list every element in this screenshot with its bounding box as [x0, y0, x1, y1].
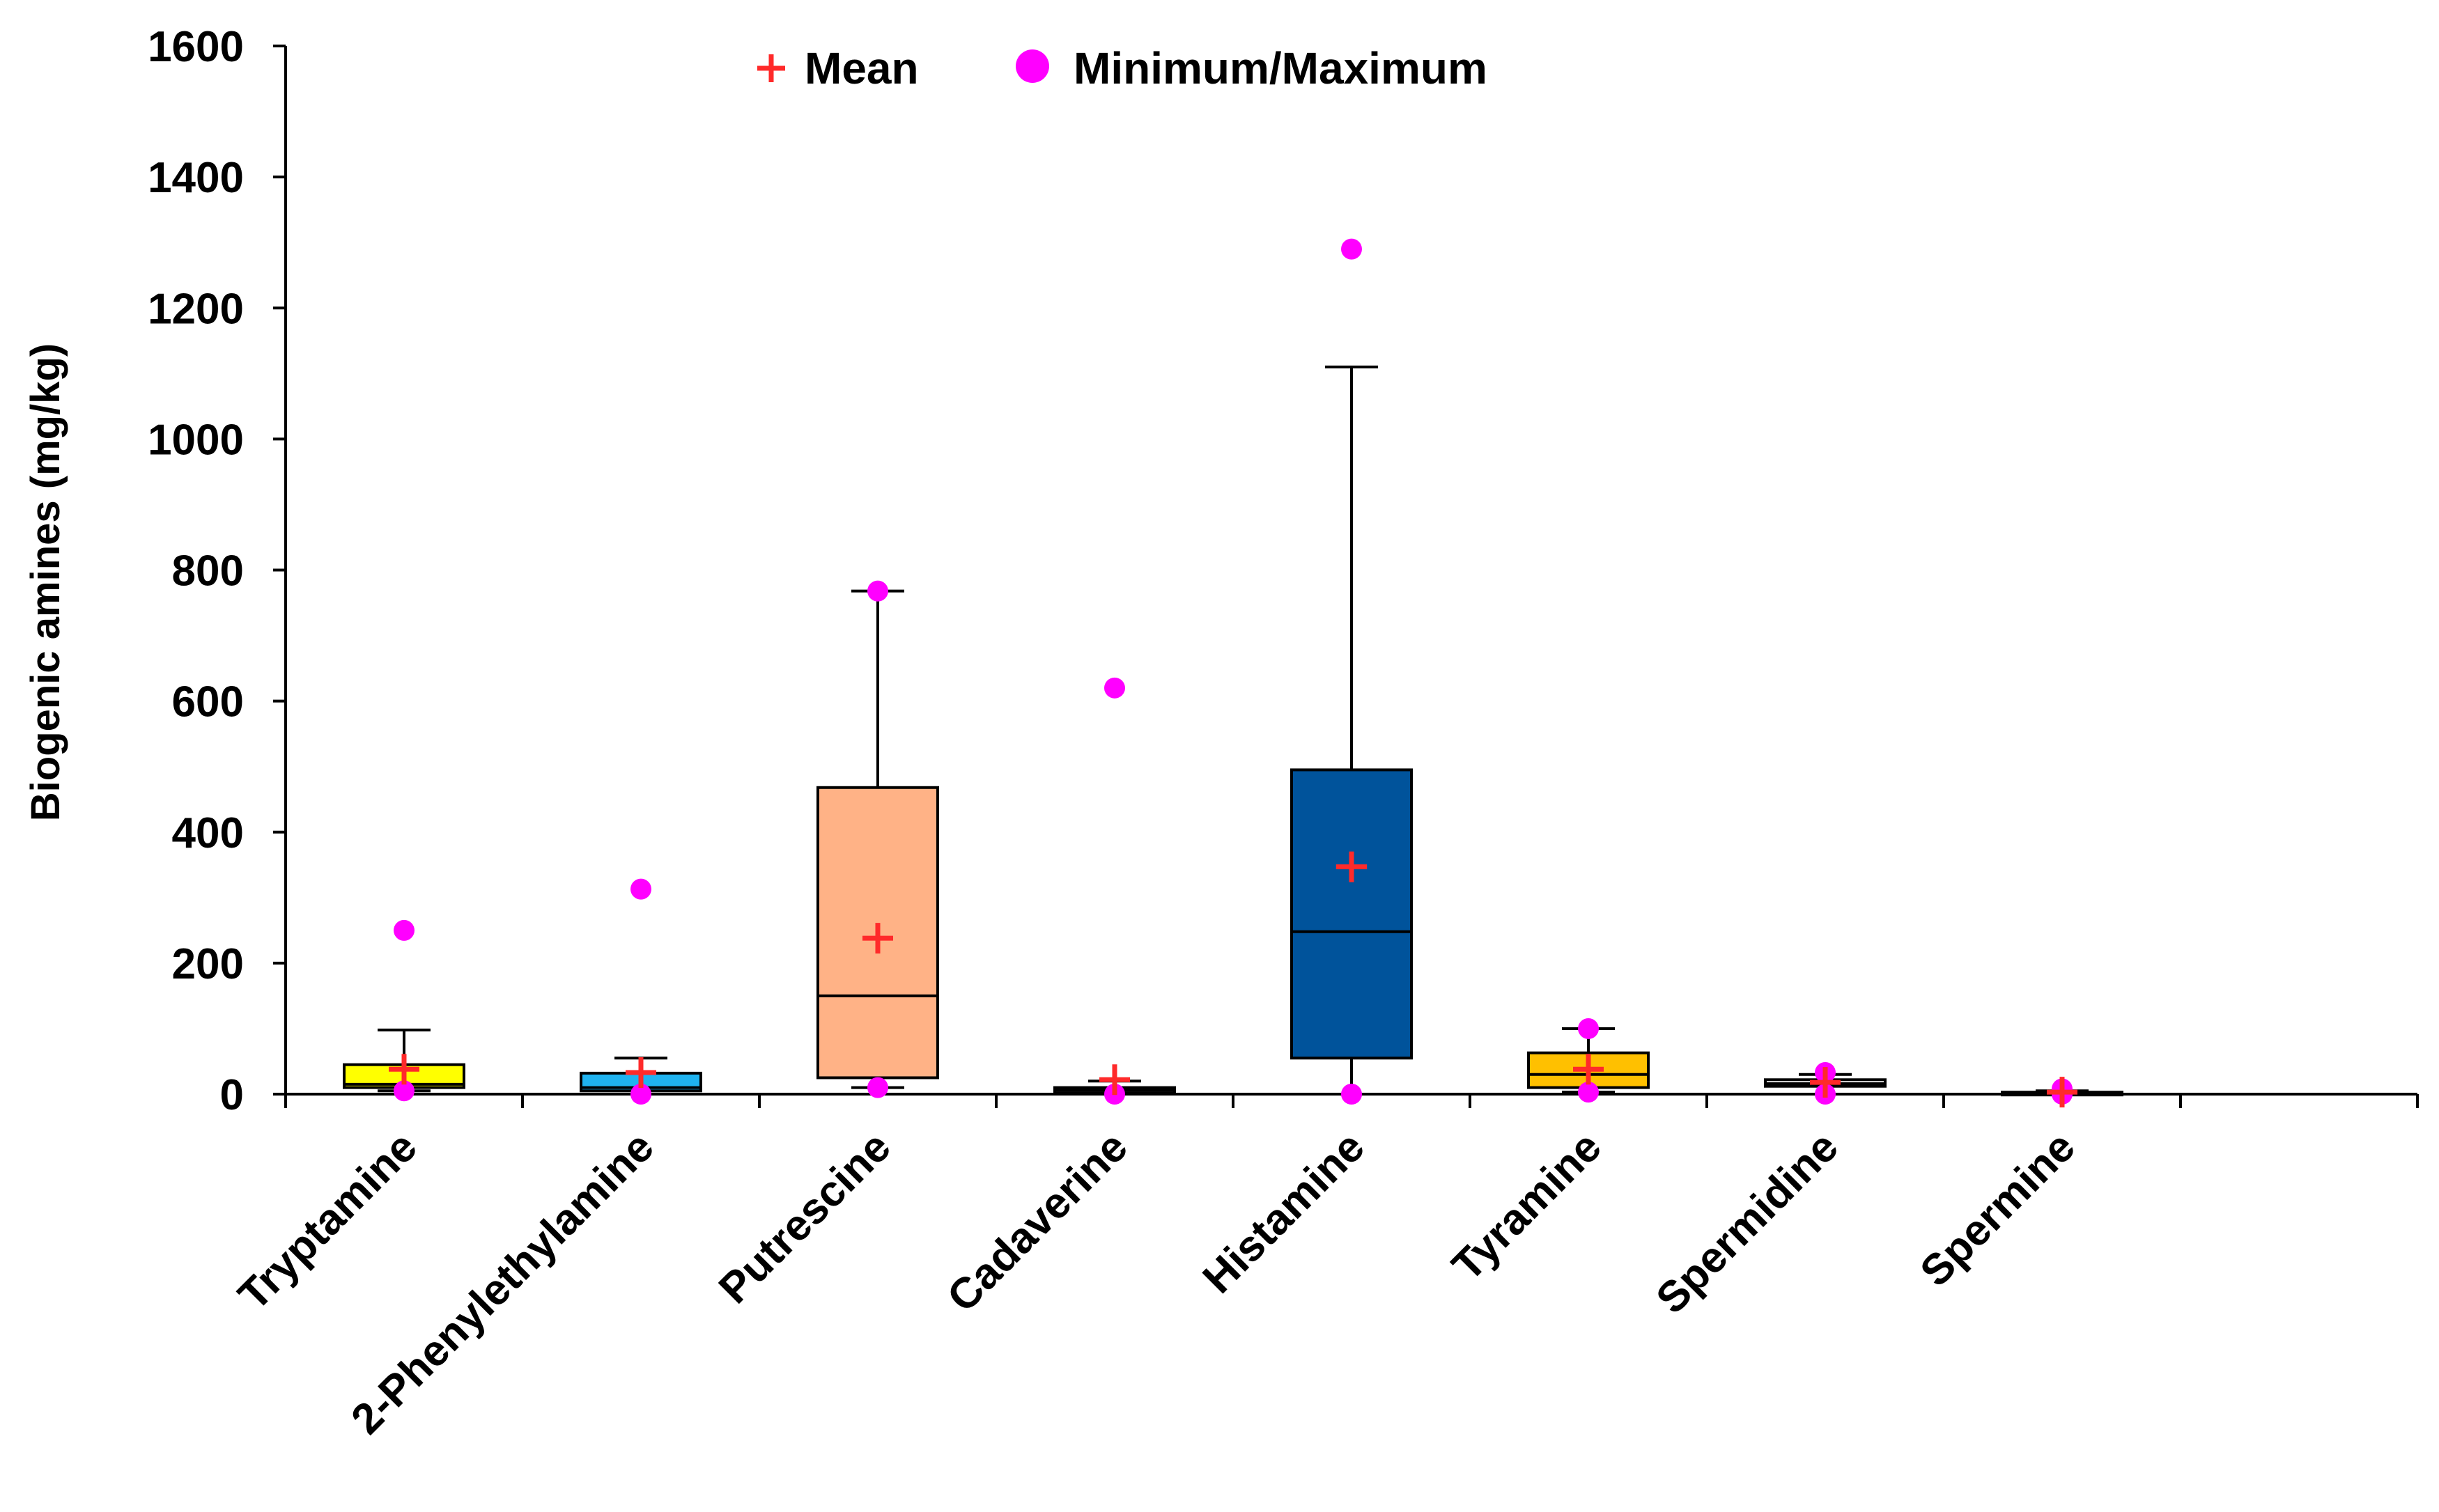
legend: Mean Minimum/Maximum	[757, 43, 1487, 93]
mean-marker-0	[389, 1054, 419, 1085]
max-point-4	[1341, 238, 1362, 260]
x-tick-label-3: Cadaverine	[938, 1123, 1137, 1321]
x-tick-label-5: Tyramine	[1443, 1123, 1610, 1290]
mean-marker-5	[1573, 1054, 1604, 1085]
max-point-1	[630, 878, 651, 900]
x-tick-label-7: Spermine	[1911, 1123, 2084, 1296]
legend-minmax-marker	[1016, 49, 1049, 83]
mean-marker-4	[1336, 851, 1367, 882]
x-tick-label-4: Histamine	[1194, 1123, 1374, 1302]
y-tick-label-8: 1600	[148, 23, 244, 71]
y-tick-label-2: 400	[172, 809, 244, 857]
legend-minmax-dot	[1016, 49, 1049, 83]
mean-marker-7	[2047, 1077, 2077, 1108]
x-tick-label-2: Putrescine	[710, 1123, 900, 1313]
max-point-5	[1578, 1018, 1599, 1039]
y-tick-label-5: 1000	[148, 416, 244, 464]
legend-mean-plus	[757, 54, 785, 82]
y-tick-label-7: 1400	[148, 154, 244, 202]
min-point-5	[1578, 1082, 1599, 1103]
y-tick-label-0: 0	[220, 1071, 244, 1119]
mean-marker-6	[1810, 1067, 1841, 1098]
min-point-2	[867, 1077, 888, 1098]
y-axis-label: Biogenic amines (mg/kg)	[23, 343, 68, 821]
legend-minmax-label: Minimum/Maximum	[1074, 43, 1487, 93]
max-point-3	[1104, 677, 1125, 699]
legend-mean-marker	[757, 54, 785, 82]
box-body-4	[1290, 768, 1413, 1060]
y-tick-label-4: 800	[172, 547, 244, 595]
mean-marker-3	[1099, 1064, 1130, 1096]
max-point-0	[394, 919, 415, 941]
max-point-2	[867, 580, 888, 602]
legend-mean-label: Mean	[805, 43, 919, 93]
min-point-0	[394, 1080, 415, 1102]
min-point-1	[630, 1084, 651, 1105]
box-4	[1290, 365, 1413, 1096]
x-tick-label-0: Tryptamine	[229, 1123, 426, 1320]
y-tick-label-1: 200	[172, 940, 244, 988]
mean-marker-2	[862, 923, 893, 954]
x-tick-label-6: Spermidine	[1647, 1123, 1848, 1323]
mean-marker-1	[626, 1057, 656, 1088]
min-point-4	[1341, 1084, 1362, 1105]
y-tick-label-6: 1200	[148, 285, 244, 333]
y-tick-label-3: 600	[172, 678, 244, 726]
plot-area: 02004006008001000120014001600Tryptamine2…	[148, 23, 2419, 1444]
box-2	[816, 589, 939, 1089]
